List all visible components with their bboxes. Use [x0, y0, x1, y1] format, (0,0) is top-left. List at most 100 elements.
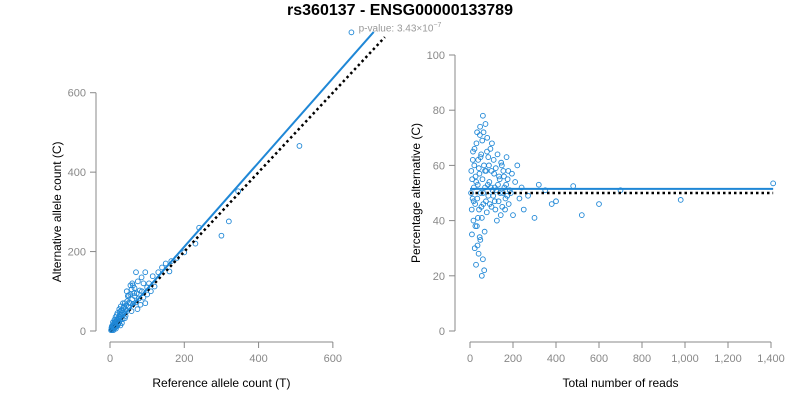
right-panel: 0 20 40 60 80 100 0 200 400 600 800 1,000 1,200 1,400… [409, 50, 785, 390]
right-data-point [480, 129, 487, 136]
left-y-tick-label: 0 [80, 326, 86, 338]
right-data-point [471, 184, 477, 191]
right-data-point [486, 162, 492, 169]
left-y-axis-title: Alternative allele count (C) [50, 141, 64, 282]
right-ticks: 0 20 40 60 80 100 0 200 400 600 800 1,000 1,200 1,400 [427, 50, 785, 365]
right-data-point [471, 245, 478, 252]
left-data-point [159, 264, 165, 271]
right-x-tick-label: 200 [504, 353, 522, 365]
right-data-point [498, 159, 505, 166]
pvalue-text: p-value: 3.43×10 [358, 23, 434, 35]
left-data-point [192, 240, 199, 247]
right-data-point [494, 151, 501, 158]
right-data-point [479, 137, 486, 144]
right-x-axis-title: Total number of reads [562, 376, 678, 390]
right-data-point [484, 148, 490, 155]
right-data-point [493, 187, 500, 194]
right-data-point [525, 192, 531, 199]
left-data-point [142, 269, 149, 276]
right-data-point [468, 168, 475, 174]
right-data-point [470, 217, 477, 224]
left-data-point [128, 286, 135, 293]
left-data-point [138, 274, 145, 281]
right-data-point [485, 154, 492, 160]
left-data-point [117, 322, 124, 329]
right-data-point [477, 154, 484, 160]
right-data-point [508, 190, 514, 196]
right-data-point [474, 181, 481, 188]
right-data-point [487, 145, 494, 152]
right-data-point [472, 223, 479, 229]
right-data-point [509, 170, 515, 177]
right-y-tick-label: 20 [433, 271, 445, 283]
right-x-tick-label: 0 [467, 353, 473, 365]
right-data-point [514, 162, 521, 169]
right-data-point [490, 157, 497, 163]
right-data-point [498, 162, 505, 169]
right-data-point [510, 212, 516, 218]
left-x-tick-label: 600 [324, 353, 342, 365]
right-data-point [475, 165, 482, 172]
left-y-tick-label: 400 [68, 167, 86, 179]
left-data-point [123, 288, 130, 295]
right-data-point [548, 201, 555, 207]
right-data-point [480, 112, 486, 119]
right-data-point [512, 179, 519, 185]
right-data-point [479, 176, 486, 183]
right-data-point [497, 212, 504, 218]
right-data-point [770, 180, 777, 187]
left-data-point [162, 260, 169, 267]
right-data-point [578, 212, 585, 218]
left-reference-line [109, 36, 386, 332]
left-data-point [134, 306, 141, 313]
right-data-point [553, 198, 559, 205]
left-y-tick-label: 200 [68, 247, 86, 259]
right-x-tick-label: 400 [547, 353, 565, 365]
right-data-point [477, 123, 483, 130]
left-fit-line [109, 31, 375, 332]
right-data-point [481, 267, 488, 274]
right-data-point [531, 214, 538, 221]
right-y-tick-label: 0 [439, 326, 445, 338]
right-data-point [471, 145, 478, 152]
left-data-point [296, 143, 303, 149]
right-data-point [503, 154, 510, 160]
right-x-tick-label: 600 [590, 353, 608, 365]
right-data-point [478, 214, 485, 221]
right-data-point [480, 190, 486, 196]
right-data-point [473, 179, 480, 185]
right-data-point [492, 165, 499, 172]
right-data-point [488, 168, 495, 174]
right-x-tick-label: 1,200 [714, 353, 742, 365]
right-data-point [473, 140, 480, 147]
right-data-point [518, 184, 525, 191]
left-data-point [137, 301, 144, 308]
right-data-point [501, 173, 507, 180]
left-data-point [121, 303, 127, 310]
right-data-point [486, 201, 493, 207]
right-data-point [570, 183, 577, 189]
chart-subtitle: p-value: 3.43×10−7 [0, 22, 800, 34]
left-x-axis-title: Reference allele count (T) [152, 376, 290, 390]
right-data-point [469, 176, 476, 183]
right-data-point [500, 168, 507, 174]
right-data-point [489, 140, 495, 147]
right-data-point [535, 181, 542, 188]
right-data-point [482, 121, 489, 127]
right-data-point [474, 242, 481, 249]
right-data-point [478, 203, 485, 210]
right-y-tick-label: 80 [433, 105, 445, 117]
right-y-axis-title: Percentage alternative (C) [409, 123, 423, 263]
right-data-point [491, 198, 498, 205]
right-data-point [478, 151, 485, 158]
right-data-point [502, 206, 508, 213]
right-y-tick-label: 40 [433, 216, 445, 228]
left-x-tick-label: 200 [175, 353, 193, 365]
right-data-point [503, 181, 509, 188]
right-data-point [492, 206, 499, 213]
right-data-point [542, 187, 549, 194]
right-data-point [505, 168, 512, 174]
right-data-point [475, 214, 481, 221]
left-data-point [120, 300, 126, 307]
